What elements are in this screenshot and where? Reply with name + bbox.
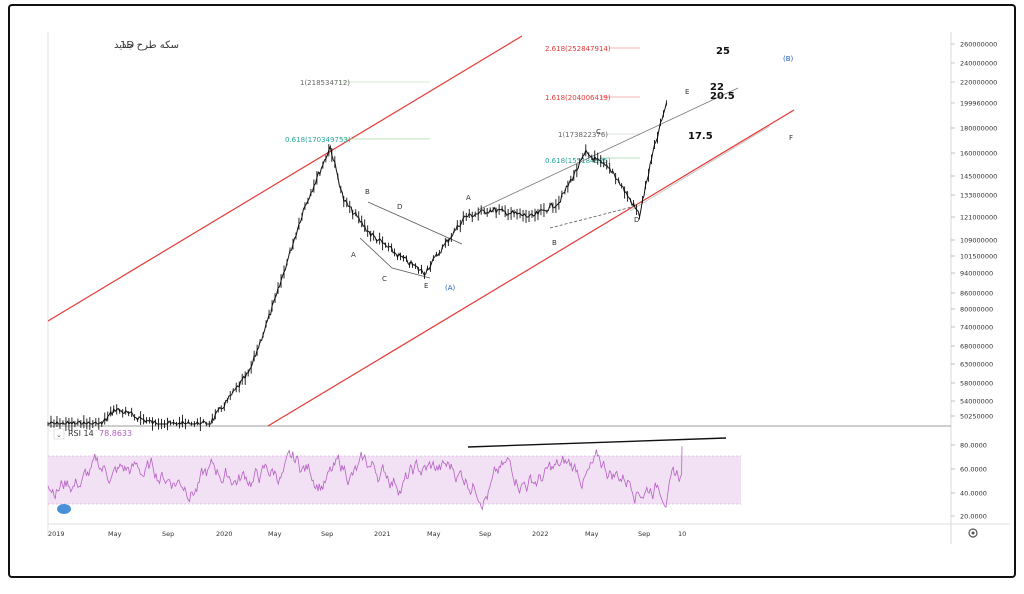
price-axis-label: 160000000 xyxy=(960,150,997,158)
price-axis-label: 260000000 xyxy=(960,41,997,49)
price-axis-label: 68000000 xyxy=(960,343,993,351)
price-axis-label: 50250000 xyxy=(960,413,993,421)
fib-1-mid-label: 1(173822376) xyxy=(558,131,608,139)
time-axis-label: May xyxy=(108,530,122,538)
chevron-down-icon[interactable]: ⌄ xyxy=(56,431,62,439)
time-axis-label: 2019 xyxy=(48,530,65,538)
wave-label-d1: D xyxy=(397,203,402,211)
diagonal-lower-line xyxy=(549,205,637,229)
price-chart[interactable]: سکه طرح جدید 1D 260000000 240000000 220000… xyxy=(10,6,1016,578)
wave-label-c1: C xyxy=(382,275,387,283)
wave-label-b1: B xyxy=(365,188,370,196)
price-axis-label: 80000000 xyxy=(960,306,993,314)
wave-label-e1: E xyxy=(424,282,428,290)
price-axis-label: 63000000 xyxy=(960,361,993,369)
time-axis-label: 2021 xyxy=(374,530,391,538)
wave-label-e2: E xyxy=(685,88,689,96)
symbol-title: سکه طرح جدید xyxy=(114,40,179,51)
time-axis-label: May xyxy=(427,530,441,538)
time-axis-label: 10 xyxy=(678,530,686,538)
target-22: 22 xyxy=(710,82,724,93)
price-series[interactable] xyxy=(47,102,667,426)
rsi-axis-label: 80.0000 xyxy=(960,442,987,450)
rsi-label: RSI 14 xyxy=(68,429,94,438)
price-axis[interactable]: 260000000 240000000 220000000 199960000 1800… xyxy=(951,41,997,421)
time-axis-label: 2022 xyxy=(532,530,549,538)
rsi-collapse-button[interactable] xyxy=(53,428,65,440)
price-axis-label: 54000000 xyxy=(960,398,993,406)
price-axis-label: 199960000 xyxy=(960,100,997,108)
rsi-series[interactable] xyxy=(47,446,683,511)
time-axis-label: Sep xyxy=(479,530,491,538)
target-17-5: 17.5 xyxy=(688,131,713,142)
rsi-axis-label: 60.0000 xyxy=(960,466,987,474)
wave-label-a1: A xyxy=(351,251,356,259)
triangle-lower-line-2 xyxy=(391,267,431,279)
triangle-upper-line xyxy=(367,201,463,245)
price-axis-label: 180000000 xyxy=(960,125,997,133)
price-axis-label: 74000000 xyxy=(960,324,993,332)
fib-0618-right-label: 0.618(155184925) xyxy=(545,157,611,165)
price-axis-label: 101500000 xyxy=(960,253,997,261)
wave-label-paren-b: (B) xyxy=(783,55,794,63)
fib-2618-label: 2.618(252847914) xyxy=(545,45,611,53)
wave-label-a2: A xyxy=(466,194,471,202)
time-axis-label: May xyxy=(268,530,282,538)
diagonal-upper-line xyxy=(477,87,739,211)
price-axis-label: 109000000 xyxy=(960,237,997,245)
price-wicks xyxy=(47,100,667,431)
rsi-axis-label: 20.0000 xyxy=(960,513,987,521)
time-axis-label: Sep xyxy=(321,530,333,538)
fib-0618-left-label: 0.618(170349753) xyxy=(285,136,351,144)
rsi-trend-line xyxy=(467,437,727,448)
price-axis-label: 94000000 xyxy=(960,270,993,278)
price-axis-label: 133000000 xyxy=(960,192,997,200)
fib-1618-label: 1.618(204006419) xyxy=(545,94,611,102)
time-axis-label: May xyxy=(585,530,599,538)
triangle-lower-line xyxy=(359,237,393,269)
cloud-icon[interactable] xyxy=(57,504,71,514)
price-axis-label: 86000000 xyxy=(960,290,993,298)
wave-label-c2: C xyxy=(596,128,601,136)
price-axis-label: 121000000 xyxy=(960,214,997,222)
chart-window: سکه طرح جدید 1D 260000000 240000000 220000… xyxy=(8,4,1016,578)
gear-icon[interactable] xyxy=(966,526,980,540)
wave-label-d2: D xyxy=(634,216,639,224)
price-axis-label: 58000000 xyxy=(960,380,993,388)
time-axis-label: Sep xyxy=(638,530,650,538)
rsi-axis: 80.0000 60.0000 40.0000 20.0000 xyxy=(951,442,987,521)
price-axis-label: 220000000 xyxy=(960,79,997,87)
interval-label: 1D xyxy=(120,40,134,51)
target-25: 25 xyxy=(716,46,730,57)
price-axis-label: 145000000 xyxy=(960,173,997,181)
wave-label-f: F xyxy=(789,134,793,142)
wave-label-b2: B xyxy=(552,239,557,247)
channel-upper-line[interactable] xyxy=(47,35,523,322)
rsi-value: 78.8633 xyxy=(99,429,132,438)
target-20-5: 20.5 xyxy=(710,91,735,102)
time-axis-label: 2020 xyxy=(216,530,233,538)
channel-lower-extension xyxy=(629,125,771,212)
wave-label-paren-a: (A) xyxy=(445,284,456,292)
time-axis[interactable]: 2019 May Sep 2020 May Sep 2021 May Sep 2022 May Sep… xyxy=(48,530,686,538)
time-axis-label: Sep xyxy=(162,530,174,538)
channel-lower-line[interactable] xyxy=(267,109,795,427)
price-axis-label: 240000000 xyxy=(960,60,997,68)
rsi-axis-label: 40.0000 xyxy=(960,490,987,498)
fib-1-top-label: 1(218534712) xyxy=(300,79,350,87)
